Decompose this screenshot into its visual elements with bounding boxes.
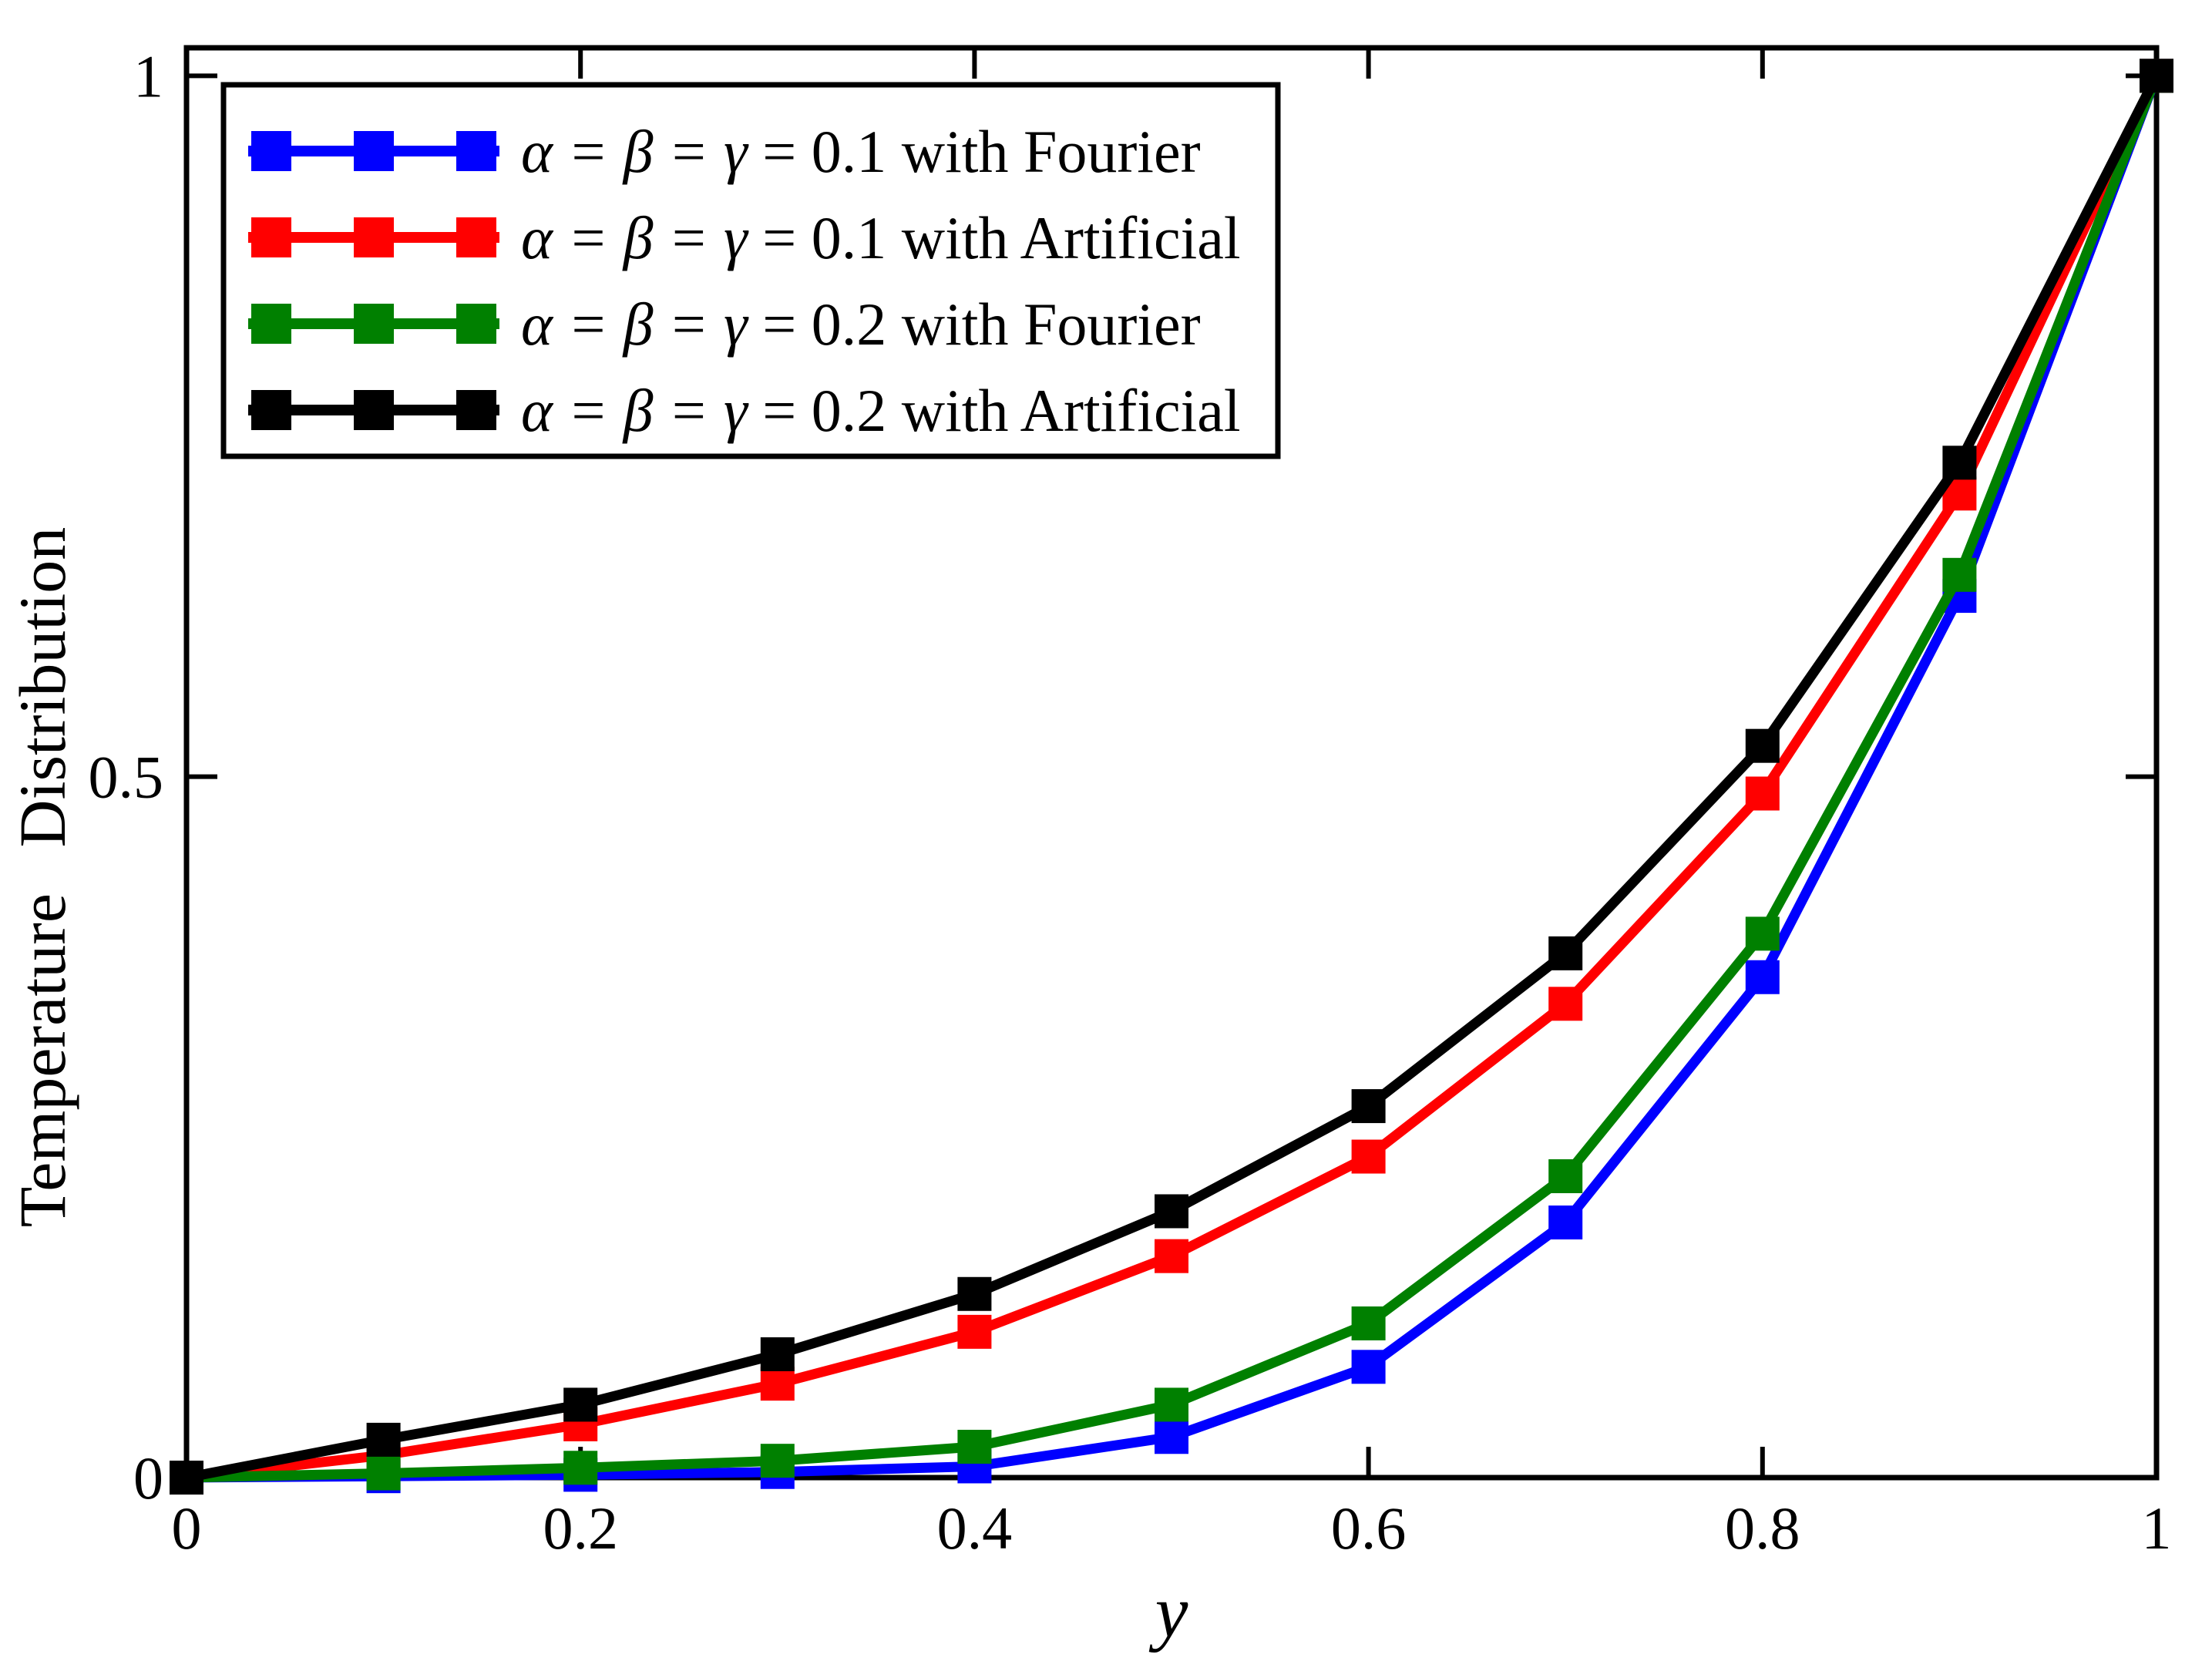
series-marker-alpha-beta-gamma-0.2-artificial [366,1422,401,1457]
series-marker-alpha-beta-gamma-0.2-fourier [957,1429,992,1464]
series-marker-alpha-beta-gamma-0.2-fourier [760,1444,795,1478]
x-tick-label: 0 [172,1495,202,1562]
legend-label-rest: = 0.1 with Fourier [748,118,1201,185]
legend-swatch-marker-alpha-beta-gamma-0.2-artificial [456,390,496,430]
legend-swatch-marker-alpha-beta-gamma-0.1-artificial [354,217,394,257]
legend-label-alpha-beta-gamma-0.1-artificial: α = β = γ = 0.1 with Artificial [521,204,1241,271]
legend-label-rest: = 0.1 with Artificial [748,204,1241,271]
series-marker-alpha-beta-gamma-0.2-fourier [1942,557,1977,592]
y-tick-label: 0.5 [89,744,164,811]
legend-swatch-marker-alpha-beta-gamma-0.1-fourier [251,131,291,171]
series-marker-alpha-beta-gamma-0.2-artificial [1942,446,1977,480]
x-axis-label: y [1155,1570,1188,1653]
series-marker-alpha-beta-gamma-0.1-artificial [1548,987,1583,1021]
series-marker-alpha-beta-gamma-0.1-fourier [1548,1206,1583,1240]
series-marker-alpha-beta-gamma-0.2-artificial [1745,728,1780,763]
legend-swatch-marker-alpha-beta-gamma-0.2-fourier [251,304,291,344]
x-tick-label: 1 [2142,1495,2172,1562]
series-marker-alpha-beta-gamma-0.1-fourier [1745,960,1780,994]
series-marker-alpha-beta-gamma-0.2-artificial [2140,59,2173,93]
legend-swatch-marker-alpha-beta-gamma-0.1-fourier [456,131,496,171]
x-tick-label: 0.8 [1725,1495,1800,1562]
x-tick-label: 0.2 [543,1495,618,1562]
x-tick-label: 0.6 [1331,1495,1407,1562]
series-marker-alpha-beta-gamma-0.1-artificial [1351,1139,1386,1174]
series-marker-alpha-beta-gamma-0.2-fourier [1155,1387,1188,1422]
series-marker-alpha-beta-gamma-0.1-fourier [1351,1350,1386,1384]
legend-swatch-marker-alpha-beta-gamma-0.1-artificial [456,217,496,257]
series-marker-alpha-beta-gamma-0.1-artificial [957,1314,992,1349]
legend-label-greek: α = β = γ [521,204,749,271]
y-axis-label: Temperature Distribution [5,526,79,1228]
series-marker-alpha-beta-gamma-0.2-artificial [760,1337,795,1371]
series-marker-alpha-beta-gamma-0.1-artificial [1745,776,1780,811]
legend-swatch-marker-alpha-beta-gamma-0.2-fourier [354,304,394,344]
legend-label-alpha-beta-gamma-0.1-fourier: α = β = γ = 0.1 with Fourier [521,118,1201,185]
legend-label-greek: α = β = γ [521,291,749,358]
series-marker-alpha-beta-gamma-0.2-fourier [563,1451,598,1485]
legend-label-alpha-beta-gamma-0.2-fourier: α = β = γ = 0.2 with Fourier [521,291,1201,358]
legend-swatch-marker-alpha-beta-gamma-0.2-fourier [456,304,496,344]
legend-label-alpha-beta-gamma-0.2-artificial: α = β = γ = 0.2 with Artificial [521,377,1241,444]
series-marker-alpha-beta-gamma-0.2-fourier [1548,1158,1583,1193]
legend-label-greek: α = β = γ [521,377,749,444]
legend-swatch-marker-alpha-beta-gamma-0.1-fourier [354,131,394,171]
y-tick-label: 1 [133,42,163,109]
legend-swatch-marker-alpha-beta-gamma-0.2-artificial [354,390,394,430]
legend-swatch-marker-alpha-beta-gamma-0.2-artificial [251,390,291,430]
legend-label-greek: α = β = γ [521,118,749,185]
series-marker-alpha-beta-gamma-0.2-fourier [1351,1306,1386,1340]
series-marker-alpha-beta-gamma-0.2-artificial [170,1461,203,1495]
legend-label-rest: = 0.2 with Artificial [748,377,1241,444]
series-marker-alpha-beta-gamma-0.2-artificial [1548,936,1583,970]
series-marker-alpha-beta-gamma-0.1-artificial [760,1367,795,1401]
legend-swatch-marker-alpha-beta-gamma-0.1-artificial [251,217,291,257]
legend-label-rest: = 0.2 with Fourier [748,291,1201,358]
series-marker-alpha-beta-gamma-0.2-artificial [563,1387,598,1422]
x-tick-label: 0.4 [937,1495,1013,1562]
series-marker-alpha-beta-gamma-0.2-artificial [957,1276,992,1311]
y-tick-label: 0 [133,1444,163,1512]
series-marker-alpha-beta-gamma-0.1-artificial [1155,1239,1188,1273]
series-marker-alpha-beta-gamma-0.2-artificial [1351,1089,1386,1124]
series-marker-alpha-beta-gamma-0.2-artificial [1155,1194,1188,1229]
series-marker-alpha-beta-gamma-0.2-fourier [1745,916,1780,951]
series-marker-alpha-beta-gamma-0.2-fourier [366,1456,401,1491]
series-marker-alpha-beta-gamma-0.1-fourier [1155,1420,1188,1454]
axes-box [183,45,2160,1481]
